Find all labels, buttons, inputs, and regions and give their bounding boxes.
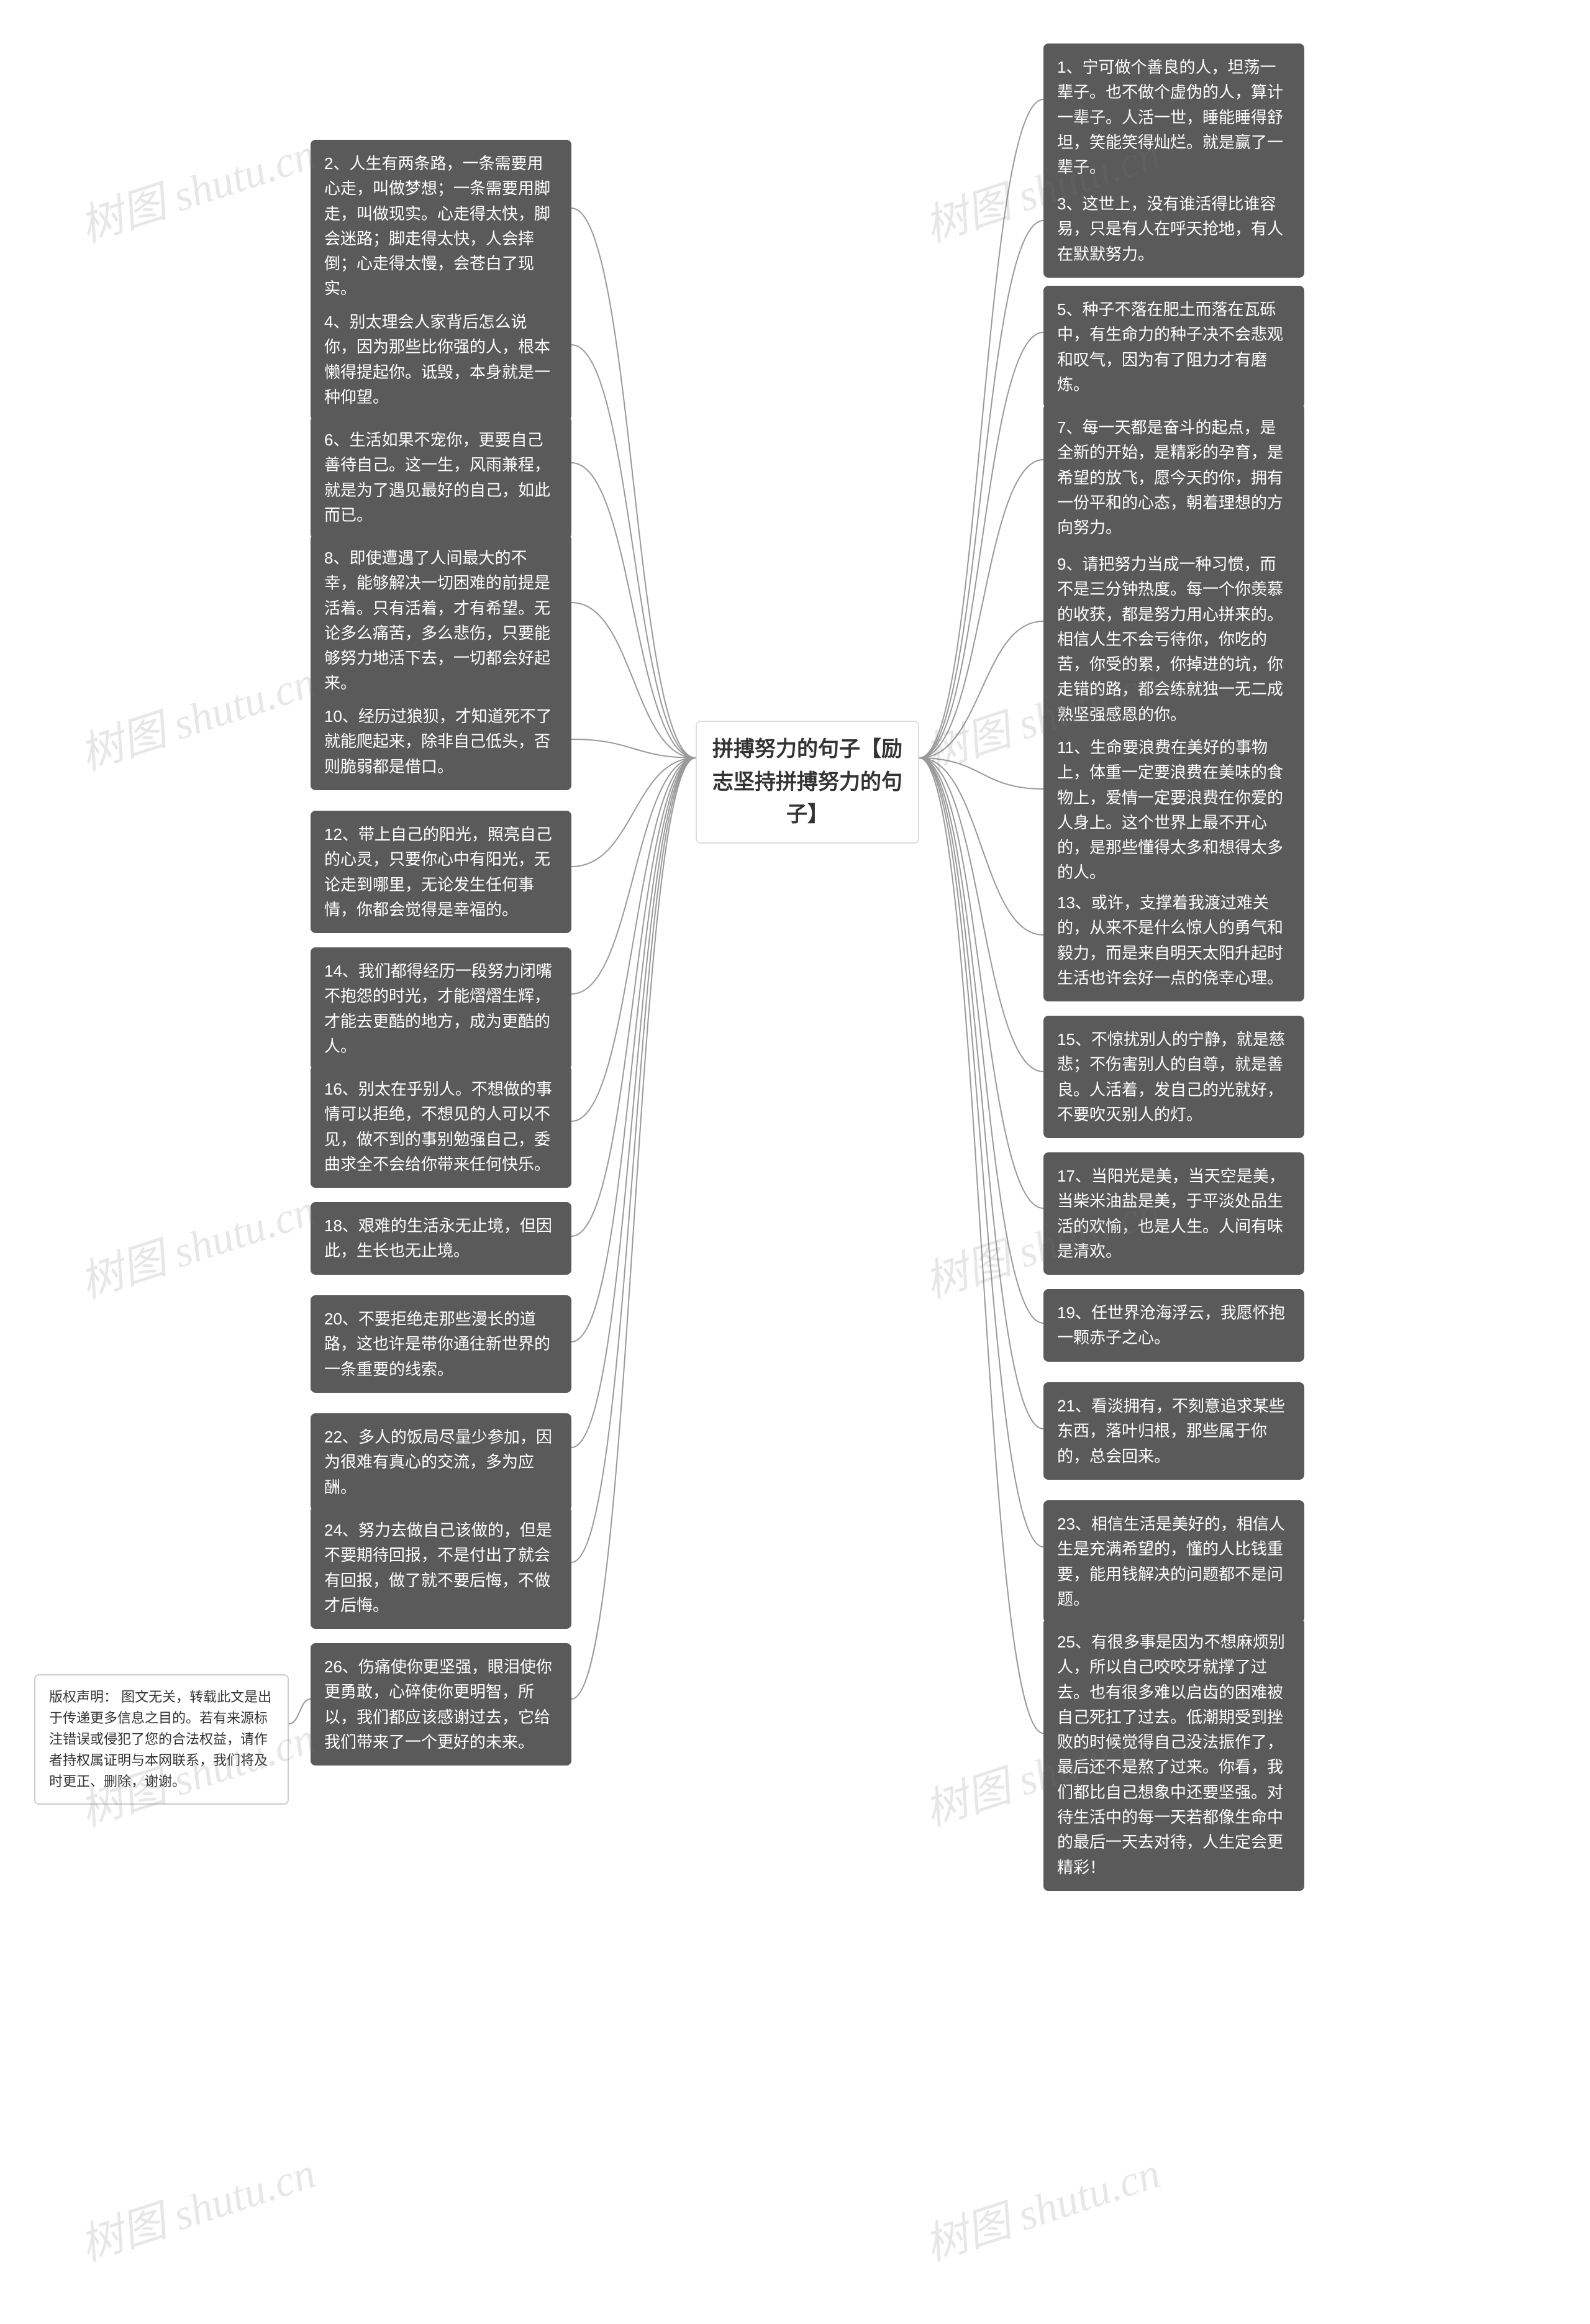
leaf-node-n20[interactable]: 20、不要拒绝走那些漫长的道路，这也许是带你通往新世界的一条重要的线索。 xyxy=(311,1295,571,1393)
leaf-node-n21[interactable]: 21、看淡拥有，不刻意追求某些东西，落叶归根，那些属于你的，总会回来。 xyxy=(1043,1382,1304,1480)
center-node[interactable]: 拼搏努力的句子【励志坚持拼搏努力的句子】 xyxy=(696,721,919,844)
leaf-node-n7[interactable]: 7、每一天都是奋斗的起点，是全新的开始，是精彩的孕育，是希望的放飞，愿今天的你，… xyxy=(1043,404,1304,551)
connector-n17 xyxy=(919,758,1043,1208)
connector-n10 xyxy=(571,739,696,758)
connector-n2 xyxy=(571,208,696,758)
leaf-node-n2[interactable]: 2、人生有两条路，一条需要用心走，叫做梦想；一条需要用脚走，叫做现实。心走得太快… xyxy=(311,140,571,312)
connector-n11 xyxy=(919,758,1043,789)
watermark: 树图 shutu.cn xyxy=(915,2138,1167,2273)
leaf-node-n23[interactable]: 23、相信生活是美好的，相信人生是充满希望的，懂的人比钱重要，能用钱解决的问题都… xyxy=(1043,1500,1304,1623)
connector-n6 xyxy=(571,463,696,758)
connector-n22 xyxy=(571,758,696,1447)
connector-n3 xyxy=(919,221,1043,758)
connector-n1 xyxy=(919,99,1043,758)
leaf-node-n9[interactable]: 9、请把努力当成一种习惯，而不是三分钟热度。每一个你羡慕的收获，都是努力用心拼来… xyxy=(1043,540,1304,738)
connector-layer xyxy=(0,0,1590,2324)
leaf-node-n5[interactable]: 5、种子不落在肥土而落在瓦砾中，有生命力的种子决不会悲观和叹气，因为有了阻力才有… xyxy=(1043,286,1304,408)
connector-n4 xyxy=(571,345,696,758)
connector-n20 xyxy=(571,758,696,1342)
watermark: 树图 shutu.cn xyxy=(71,2138,322,2273)
watermark: 树图 shutu.cn xyxy=(71,119,322,254)
connector-n7 xyxy=(919,460,1043,758)
connector-n8 xyxy=(571,603,696,758)
connector-n9 xyxy=(919,621,1043,758)
leaf-node-n22[interactable]: 22、多人的饭局尽量少参加，因为很难有真心的交流，多为应酬。 xyxy=(311,1413,571,1511)
leaf-node-n6[interactable]: 6、生活如果不宠你，更要自己善待自己。这一生，风雨兼程，就是为了遇见最好的自己，… xyxy=(311,416,571,539)
connector-copyright xyxy=(289,1699,311,1724)
connector-n5 xyxy=(919,332,1043,758)
mindmap-canvas: 拼搏努力的句子【励志坚持拼搏努力的句子】 2、人生有两条路，一条需要用心走，叫做梦… xyxy=(0,0,1590,2324)
leaf-node-n15[interactable]: 15、不惊扰别人的宁静，就是慈悲；不伤害别人的自尊，就是善良。人活着，发自己的光… xyxy=(1043,1016,1304,1138)
leaf-node-n3[interactable]: 3、这世上，没有谁活得比谁容易，只是有人在呼天抢地，有人在默默努力。 xyxy=(1043,180,1304,278)
connector-n19 xyxy=(919,758,1043,1323)
leaf-node-n16[interactable]: 16、别太在乎别人。不想做的事情可以拒绝，不想见的人可以不见，做不到的事别勉强自… xyxy=(311,1065,571,1188)
leaf-node-n25[interactable]: 25、有很多事是因为不想麻烦别人，所以自己咬咬牙就撑了过去。也有很多难以启齿的困… xyxy=(1043,1618,1304,1891)
connector-n18 xyxy=(571,758,696,1236)
leaf-node-n17[interactable]: 17、当阳光是美，当天空是美，当柴米油盐是美，于平淡处品生活的欢愉，也是人生。人… xyxy=(1043,1152,1304,1275)
watermark: 树图 shutu.cn xyxy=(71,1175,322,1310)
leaf-node-n10[interactable]: 10、经历过狼狈，才知道死不了就能爬起来，除非自己低头，否则脆弱都是借口。 xyxy=(311,693,571,790)
connector-n23 xyxy=(919,758,1043,1547)
connector-n24 xyxy=(571,758,696,1562)
leaf-node-n14[interactable]: 14、我们都得经历一段努力闭嘴不抱怨的时光，才能熠熠生辉，才能去更酷的地方，成为… xyxy=(311,947,571,1070)
leaf-node-n1[interactable]: 1、宁可做个善良的人，坦荡一辈子。也不做个虚伪的人，算计一辈子。人活一世，睡能睡… xyxy=(1043,43,1304,191)
connector-n14 xyxy=(571,758,696,994)
leaf-node-n13[interactable]: 13、或许，支撑着我渡过难关的，从来不是什么惊人的勇气和毅力，而是来自明天太阳升… xyxy=(1043,879,1304,1001)
connector-n16 xyxy=(571,758,696,1121)
connector-n25 xyxy=(919,758,1043,1733)
connector-n12 xyxy=(571,758,696,867)
connector-n21 xyxy=(919,758,1043,1429)
leaf-node-n8[interactable]: 8、即使遭遇了人间最大的不幸，能够解决一切困难的前提是活着。只有活着，才有希望。… xyxy=(311,534,571,707)
leaf-node-n26[interactable]: 26、伤痛使你更坚强，眼泪使你更勇敢，心碎使你更明智，所以，我们都应该感谢过去，… xyxy=(311,1643,571,1766)
connector-n26 xyxy=(571,758,696,1699)
copyright-node: 版权声明： 图文无关，转载此文是出于传递更多信息之目的。若有来源标注错误或侵犯了… xyxy=(34,1674,289,1805)
leaf-node-n18[interactable]: 18、艰难的生活永无止境，但因此，生长也无止境。 xyxy=(311,1202,571,1275)
watermark: 树图 shutu.cn xyxy=(71,647,322,782)
leaf-node-n11[interactable]: 11、生命要浪费在美好的事物上，体重一定要浪费在美味的食物上，爱情一定要浪费在你… xyxy=(1043,724,1304,896)
leaf-node-n24[interactable]: 24、努力去做自己该做的，但是不要期待回报，不是付出了就会有回报，做了就不要后悔… xyxy=(311,1506,571,1629)
connector-n13 xyxy=(919,758,1043,935)
leaf-node-n4[interactable]: 4、别太理会人家背后怎么说你，因为那些比你强的人，根本懒得提起你。诋毁，本身就是… xyxy=(311,298,571,421)
leaf-node-n19[interactable]: 19、任世界沧海浮云，我愿怀抱一颗赤子之心。 xyxy=(1043,1289,1304,1362)
leaf-node-n12[interactable]: 12、带上自己的阳光，照亮自己的心灵，只要你心中有阳光，无论走到哪里，无论发生任… xyxy=(311,811,571,933)
connector-n15 xyxy=(919,758,1043,1072)
